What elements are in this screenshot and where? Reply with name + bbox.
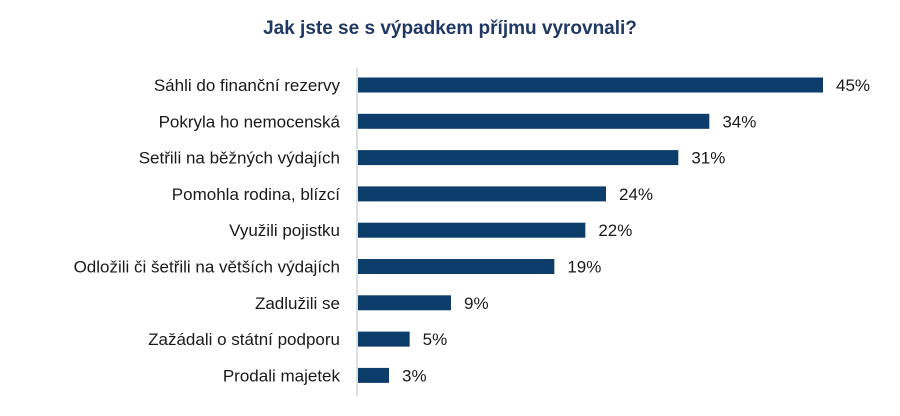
bar <box>358 259 555 274</box>
category-label: Prodali majetek <box>223 366 341 385</box>
bar <box>358 150 679 166</box>
value-label: 19% <box>567 258 601 277</box>
value-label: 45% <box>836 76 870 95</box>
value-label: 22% <box>598 221 632 240</box>
chart-title: Jak jste se s výpadkem příjmu vyrovnali? <box>263 18 637 39</box>
bar <box>358 186 606 202</box>
bar <box>358 113 710 129</box>
bar <box>358 367 389 383</box>
category-label: Setřili na běžných výdajích <box>139 149 340 168</box>
category-label: Zadlužili se <box>255 294 340 313</box>
category-label: Zažádali o státní podporu <box>148 330 340 349</box>
category-label: Pomohla rodina, blízcí <box>172 185 340 204</box>
bar <box>358 295 451 311</box>
value-label: 5% <box>423 330 448 349</box>
category-label: Odložili či šetřili na větších výdajích <box>74 258 340 277</box>
value-label: 3% <box>402 366 427 385</box>
value-label: 9% <box>464 294 489 313</box>
category-label: Sáhli do finanční rezervy <box>154 76 341 95</box>
category-label: Využili pojistku <box>229 221 340 240</box>
bar <box>358 331 410 347</box>
value-label: 24% <box>619 185 653 204</box>
bar <box>358 222 586 238</box>
category-label: Pokryla ho nemocenská <box>159 112 341 131</box>
value-label: 31% <box>691 149 725 168</box>
value-label: 34% <box>722 112 756 131</box>
bar <box>358 77 823 93</box>
